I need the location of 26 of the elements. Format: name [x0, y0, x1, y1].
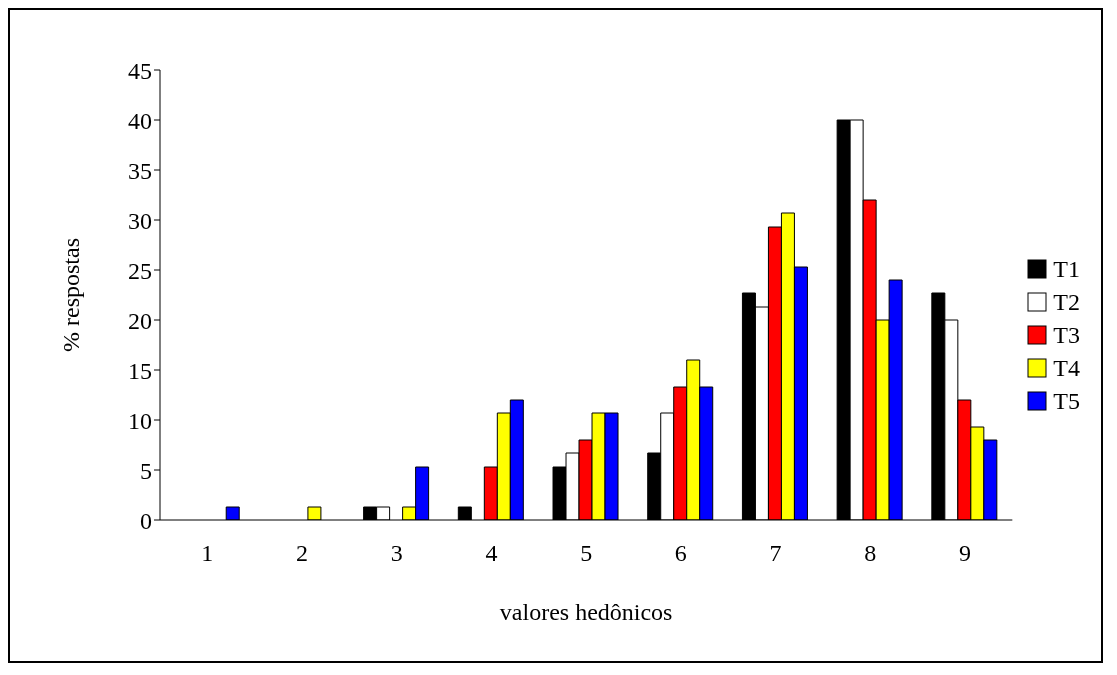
x-tick-label: 5 [580, 540, 593, 567]
x-tick-label: 1 [201, 540, 214, 567]
x-tick-label: 4 [485, 540, 498, 567]
legend-label: T3 [1053, 321, 1080, 349]
legend-label: T4 [1053, 354, 1080, 382]
y-tick-label: 20 [128, 307, 152, 334]
y-tick-label: 45 [128, 57, 152, 84]
y-tick-label: 15 [128, 357, 152, 384]
x-tick-label: 8 [864, 540, 877, 567]
x-tick-label: 2 [296, 540, 309, 567]
x-tick-label: 6 [674, 540, 687, 567]
x-tick-label: 3 [390, 540, 403, 567]
y-tick-label: 0 [140, 507, 152, 534]
x-tick-label: 9 [958, 540, 971, 567]
y-tick-label: 35 [128, 157, 152, 184]
x-tick-label: 7 [769, 540, 782, 567]
y-tick-label: 30 [128, 207, 152, 234]
legend-label: T1 [1053, 255, 1080, 283]
x-axis-title: valores hedônicos [499, 599, 673, 625]
y-axis-title: % respostas [57, 238, 84, 352]
y-tick-label: 40 [128, 107, 152, 134]
y-tick-label: 5 [140, 457, 152, 484]
y-tick-label: 25 [128, 257, 152, 284]
legend-label: T2 [1053, 288, 1080, 316]
y-tick-label: 10 [128, 407, 152, 434]
legend-label: T5 [1053, 387, 1080, 415]
